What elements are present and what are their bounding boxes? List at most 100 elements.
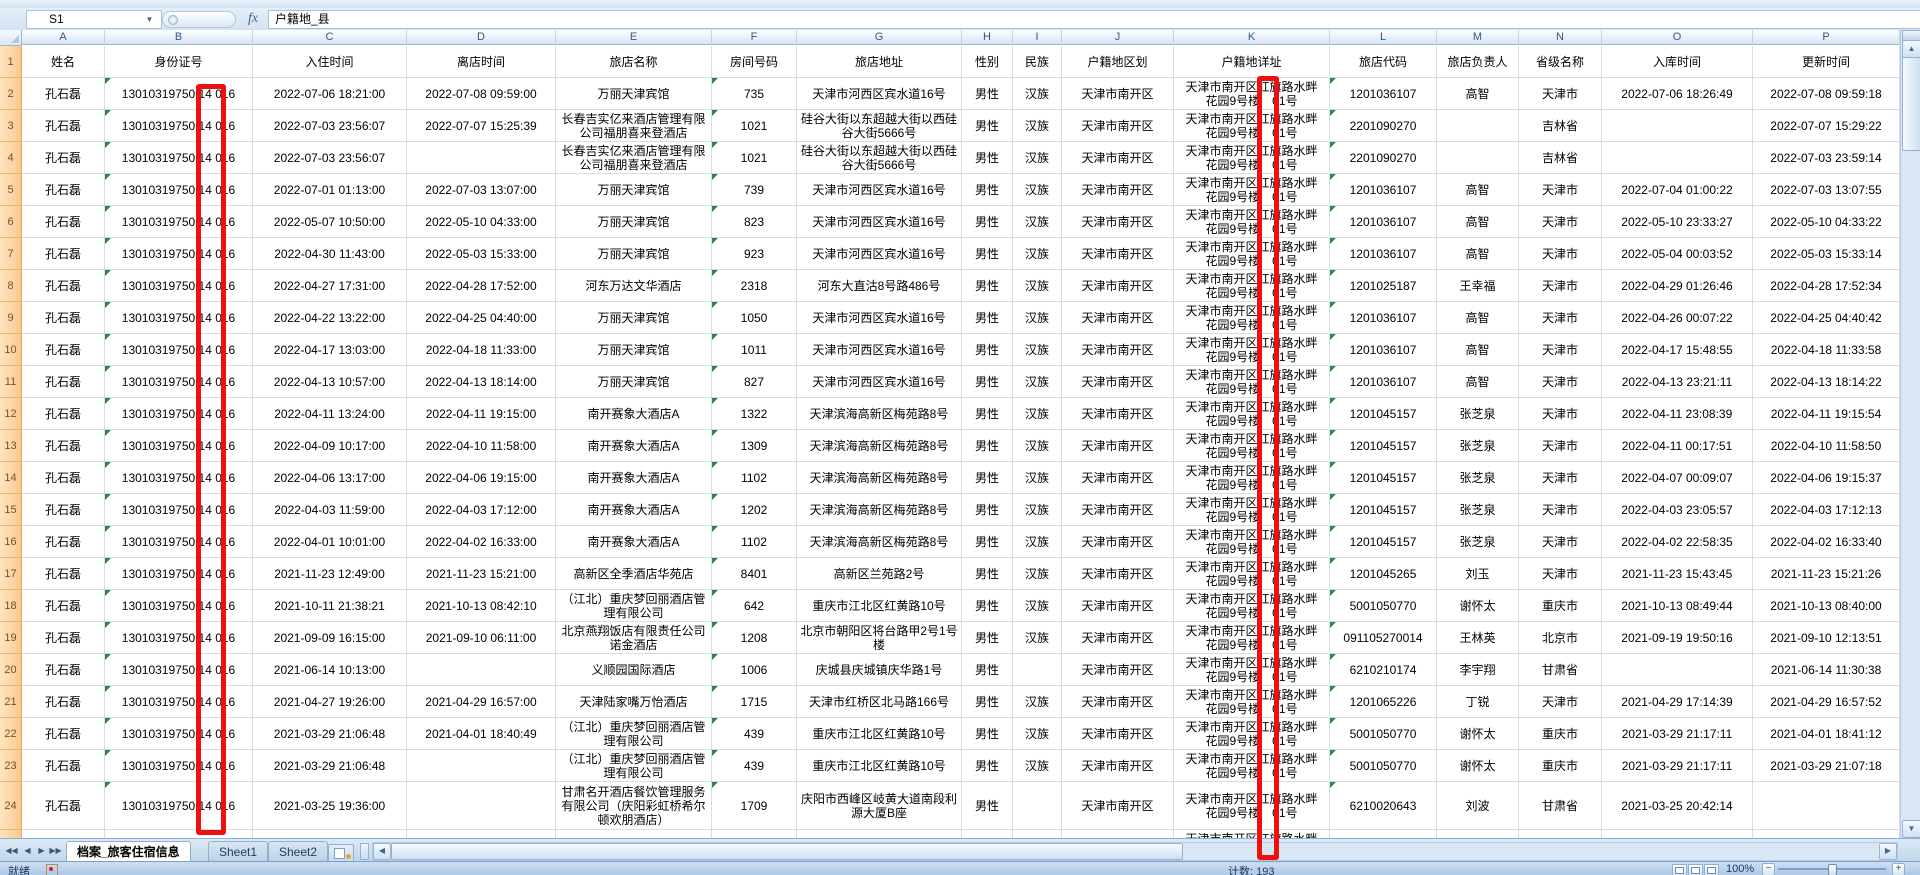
cell-H9[interactable]: 男性 <box>962 302 1013 334</box>
scroll-right-icon[interactable]: ▶ <box>1879 843 1897 860</box>
cell-I14[interactable]: 汉族 <box>1013 462 1062 494</box>
select-all-corner[interactable] <box>0 30 22 46</box>
cell-I18[interactable]: 汉族 <box>1013 590 1062 622</box>
cell-H11[interactable]: 男性 <box>962 366 1013 398</box>
cell-I24[interactable] <box>1013 782 1062 830</box>
cell-K18[interactable]: 天津市南开区红旗路水畔 花园9号楼 01号 <box>1174 590 1330 622</box>
cell-N2[interactable]: 天津市 <box>1519 78 1602 110</box>
cell-B16[interactable]: 13010319750 14 016 <box>105 526 253 558</box>
column-header-E[interactable]: E <box>556 30 712 45</box>
cell-K2[interactable]: 天津市南开区红旗路水畔 花园9号楼 01号 <box>1174 78 1330 110</box>
cell-B19[interactable]: 13010319750 14 016 <box>105 622 253 654</box>
cell-B10[interactable]: 13010319750 14 016 <box>105 334 253 366</box>
cell-A21[interactable]: 孔石磊 <box>22 686 105 718</box>
cell-B12[interactable]: 13010319750 14 016 <box>105 398 253 430</box>
name-box-dropdown-icon[interactable]: ▼ <box>145 15 154 24</box>
column-header-A[interactable]: A <box>22 30 105 45</box>
cell-D11[interactable]: 2022-04-13 18:14:00 <box>407 366 556 398</box>
cell-I12[interactable]: 汉族 <box>1013 398 1062 430</box>
cell-B6[interactable]: 13010319750 14 016 <box>105 206 253 238</box>
cell-M5[interactable]: 高智 <box>1437 174 1519 206</box>
cell-M24[interactable]: 刘波 <box>1437 782 1519 830</box>
cell-G8[interactable]: 河东大直沽8号路486号 <box>797 270 962 302</box>
cell-F6[interactable]: 823 <box>712 206 797 238</box>
cell-N12[interactable]: 天津市 <box>1519 398 1602 430</box>
row-header-11[interactable]: 11 <box>0 366 22 398</box>
cell-M15[interactable]: 张芝泉 <box>1437 494 1519 526</box>
cell-E14[interactable]: 南开赛象大酒店A <box>556 462 712 494</box>
cell-J17[interactable]: 天津市南开区 <box>1062 558 1174 590</box>
cell-F1[interactable]: 房间号码 <box>712 46 797 78</box>
cell-L17[interactable]: 1201045265 <box>1330 558 1437 590</box>
cell-D14[interactable]: 2022-04-06 19:15:00 <box>407 462 556 494</box>
cell-J8[interactable]: 天津市南开区 <box>1062 270 1174 302</box>
row-header-15[interactable]: 15 <box>0 494 22 526</box>
column-header-M[interactable]: M <box>1437 30 1519 45</box>
cell-L4[interactable]: 2201090270 <box>1330 142 1437 174</box>
cell-L10[interactable]: 1201036107 <box>1330 334 1437 366</box>
cell-L23[interactable]: 5001050770 <box>1330 750 1437 782</box>
cell-J18[interactable]: 天津市南开区 <box>1062 590 1174 622</box>
cell-A19[interactable]: 孔石磊 <box>22 622 105 654</box>
row-header-17[interactable]: 17 <box>0 558 22 590</box>
cell-H8[interactable]: 男性 <box>962 270 1013 302</box>
column-header-L[interactable]: L <box>1330 30 1437 45</box>
cell-D1[interactable]: 离店时间 <box>407 46 556 78</box>
cell-G10[interactable]: 天津市河西区宾水道16号 <box>797 334 962 366</box>
cell-G5[interactable]: 天津市河西区宾水道16号 <box>797 174 962 206</box>
cell-D3[interactable]: 2022-07-07 15:25:39 <box>407 110 556 142</box>
insert-function-icon[interactable]: fx <box>247 11 259 26</box>
cell-F14[interactable]: 1102 <box>712 462 797 494</box>
cell-D20[interactable] <box>407 654 556 686</box>
cell-O14[interactable]: 2022-04-07 00:09:07 <box>1602 462 1753 494</box>
cell-L24[interactable]: 6210020643 <box>1330 782 1437 830</box>
cell-J24[interactable]: 天津市南开区 <box>1062 782 1174 830</box>
cell-O25[interactable] <box>1602 830 1753 838</box>
cell-G25[interactable] <box>797 830 962 838</box>
cell-B21[interactable]: 13010319750 14 016 <box>105 686 253 718</box>
cell-O24[interactable]: 2021-03-25 20:42:14 <box>1602 782 1753 830</box>
cell-H25[interactable] <box>962 830 1013 838</box>
cell-H10[interactable]: 男性 <box>962 334 1013 366</box>
cell-N22[interactable]: 重庆市 <box>1519 718 1602 750</box>
cell-F2[interactable]: 735 <box>712 78 797 110</box>
cell-P7[interactable]: 2022-05-03 15:33:14 <box>1753 238 1900 270</box>
cell-O13[interactable]: 2022-04-11 00:17:51 <box>1602 430 1753 462</box>
cell-N24[interactable]: 甘肃省 <box>1519 782 1602 830</box>
cell-A7[interactable]: 孔石磊 <box>22 238 105 270</box>
cell-B25[interactable] <box>105 830 253 838</box>
cell-P8[interactable]: 2022-04-28 17:52:34 <box>1753 270 1900 302</box>
cell-J14[interactable]: 天津市南开区 <box>1062 462 1174 494</box>
cell-C3[interactable]: 2022-07-03 23:56:07 <box>253 110 407 142</box>
cell-P12[interactable]: 2022-04-11 19:15:54 <box>1753 398 1900 430</box>
sheet-tab-sheet2[interactable]: Sheet2 <box>268 841 329 861</box>
row-header-2[interactable]: 2 <box>0 78 22 110</box>
cell-G15[interactable]: 天津滨海高新区梅苑路8号 <box>797 494 962 526</box>
cell-F22[interactable]: 439 <box>712 718 797 750</box>
cell-A4[interactable]: 孔石磊 <box>22 142 105 174</box>
cell-E10[interactable]: 万丽天津宾馆 <box>556 334 712 366</box>
cell-N17[interactable]: 天津市 <box>1519 558 1602 590</box>
cell-H13[interactable]: 男性 <box>962 430 1013 462</box>
cell-F4[interactable]: 1021 <box>712 142 797 174</box>
cell-O21[interactable]: 2021-04-29 17:14:39 <box>1602 686 1753 718</box>
cell-J3[interactable]: 天津市南开区 <box>1062 110 1174 142</box>
cell-K22[interactable]: 天津市南开区红旗路水畔 花园9号楼 01号 <box>1174 718 1330 750</box>
cell-K3[interactable]: 天津市南开区红旗路水畔 花园9号楼 01号 <box>1174 110 1330 142</box>
cell-N16[interactable]: 天津市 <box>1519 526 1602 558</box>
cell-D2[interactable]: 2022-07-08 09:59:00 <box>407 78 556 110</box>
cell-M21[interactable]: 丁锐 <box>1437 686 1519 718</box>
row-header-14[interactable]: 14 <box>0 462 22 494</box>
cell-H24[interactable]: 男性 <box>962 782 1013 830</box>
cell-G17[interactable]: 高新区兰苑路2号 <box>797 558 962 590</box>
cell-L18[interactable]: 5001050770 <box>1330 590 1437 622</box>
cell-L15[interactable]: 1201045157 <box>1330 494 1437 526</box>
cell-E20[interactable]: 义顺园国际酒店 <box>556 654 712 686</box>
cell-C22[interactable]: 2021-03-29 21:06:48 <box>253 718 407 750</box>
previous-sheet-icon[interactable]: ◀ <box>24 846 31 855</box>
cell-J12[interactable]: 天津市南开区 <box>1062 398 1174 430</box>
cell-A16[interactable]: 孔石磊 <box>22 526 105 558</box>
cell-H17[interactable]: 男性 <box>962 558 1013 590</box>
cell-B1[interactable]: 身份证号 <box>105 46 253 78</box>
cell-E3[interactable]: 长春吉实亿来酒店管理有限公司福朋喜来登酒店 <box>556 110 712 142</box>
